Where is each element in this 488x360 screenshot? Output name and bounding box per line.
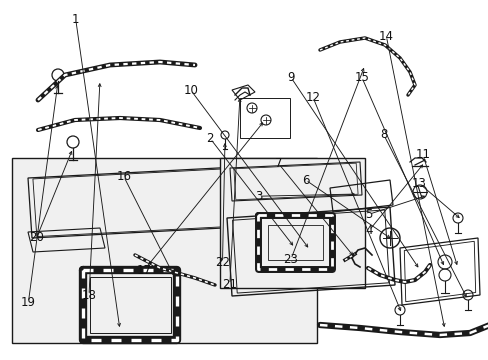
Bar: [12, 158, 316, 343]
Text: 14: 14: [378, 30, 393, 42]
Text: 20: 20: [29, 231, 44, 244]
Text: 6: 6: [301, 174, 309, 186]
Text: 17: 17: [137, 264, 151, 276]
Text: 1: 1: [72, 13, 80, 26]
Bar: [90, 277, 171, 333]
Text: 11: 11: [415, 148, 429, 161]
Text: 16: 16: [116, 170, 131, 183]
Text: 8: 8: [379, 129, 387, 141]
Text: 13: 13: [411, 177, 426, 190]
Text: 19: 19: [21, 296, 36, 309]
Text: 10: 10: [183, 84, 198, 96]
Text: 22: 22: [215, 256, 229, 269]
Text: 3: 3: [255, 190, 263, 203]
Bar: [240, 98, 289, 138]
Text: 21: 21: [222, 278, 237, 291]
Text: 2: 2: [206, 132, 214, 145]
Text: 23: 23: [283, 253, 298, 266]
Bar: [220, 158, 364, 288]
Text: 12: 12: [305, 91, 320, 104]
Text: 9: 9: [286, 71, 294, 84]
Text: 5: 5: [365, 208, 372, 221]
Text: 18: 18: [81, 289, 96, 302]
Text: 4: 4: [365, 224, 372, 237]
Text: 15: 15: [354, 71, 368, 84]
Bar: [267, 225, 323, 260]
Text: 7: 7: [274, 157, 282, 170]
